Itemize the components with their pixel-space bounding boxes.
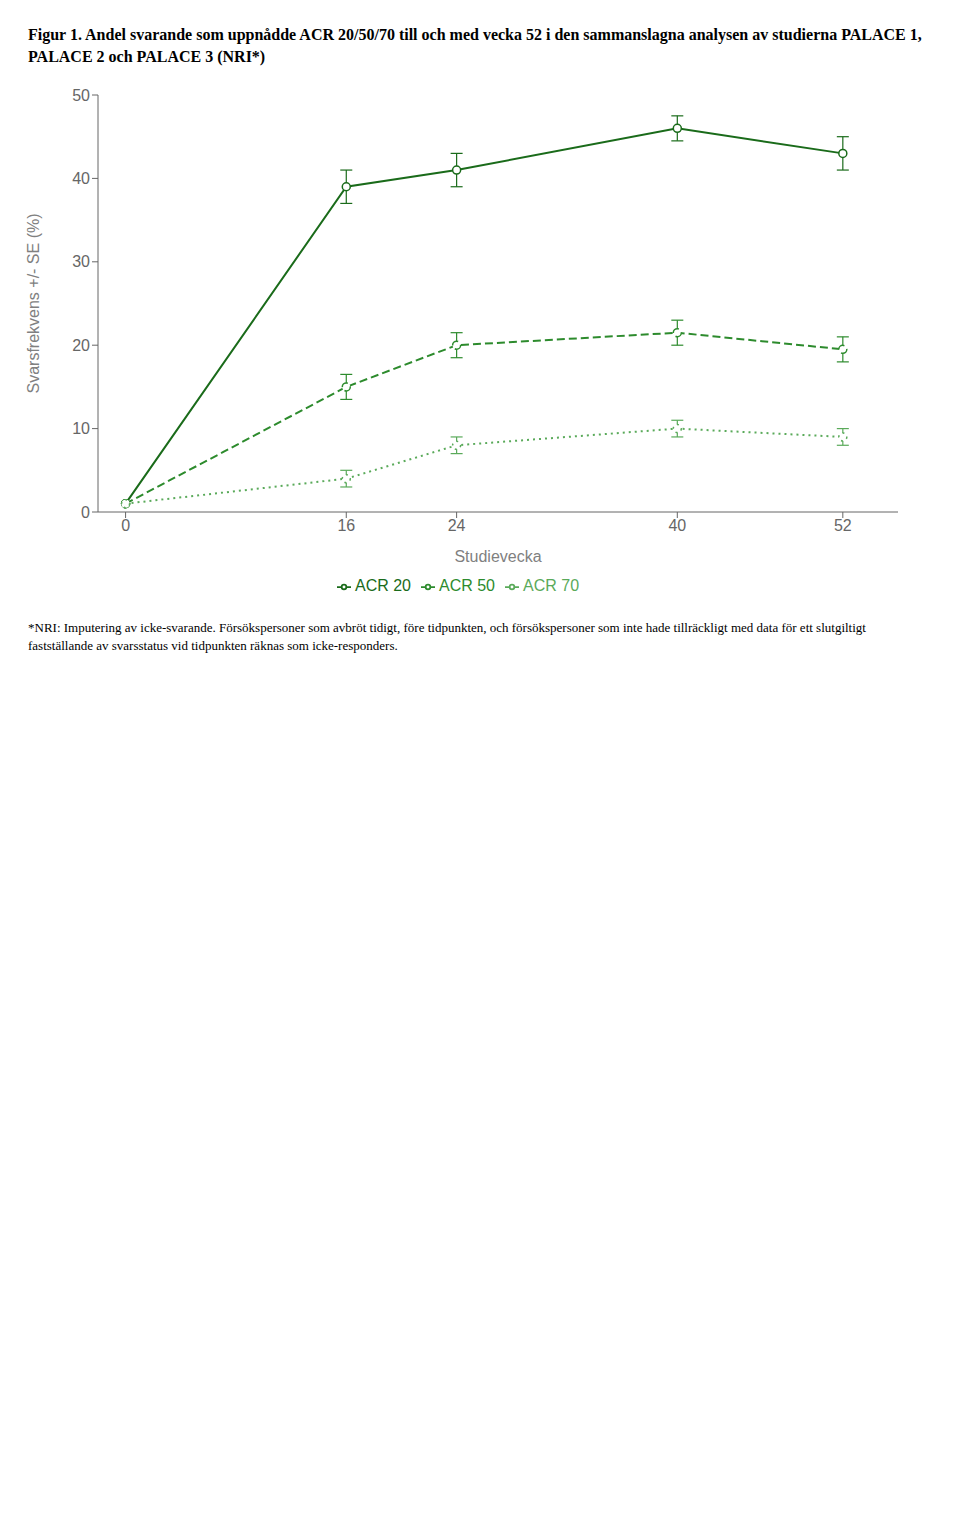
- svg-text:50: 50: [72, 86, 90, 103]
- html-text:Figur 1. Andel svarande som up: Figur 1. Andel svarande som uppnådde ACR…: [28, 26, 922, 66]
- html-text:ACR 20: ACR 20: [355, 576, 411, 594]
- svg-text:20: 20: [72, 337, 90, 354]
- svg-text:24: 24: [448, 517, 466, 534]
- svg-text:0: 0: [121, 517, 130, 534]
- svg-text:30: 30: [72, 253, 90, 270]
- html-text:*NRI: Imputering av icke-svara: *NRI: Imputering av icke-svarande. Försö…: [28, 619, 866, 653]
- svg-text:Studievecka: Studievecka: [454, 548, 541, 565]
- svg-text:10: 10: [72, 420, 90, 437]
- svg-text:Svarsfrekvens +/- SE (%): Svarsfrekvens +/- SE (%): [25, 213, 42, 393]
- svg-text:40: 40: [668, 517, 686, 534]
- svg-text:16: 16: [337, 517, 355, 534]
- svg-text:40: 40: [72, 170, 90, 187]
- svg-text:52: 52: [834, 517, 852, 534]
- svg-text:0: 0: [81, 503, 90, 520]
- html-text:ACR 50: ACR 50: [439, 576, 495, 594]
- html-text:ACR 70: ACR 70: [523, 576, 579, 594]
